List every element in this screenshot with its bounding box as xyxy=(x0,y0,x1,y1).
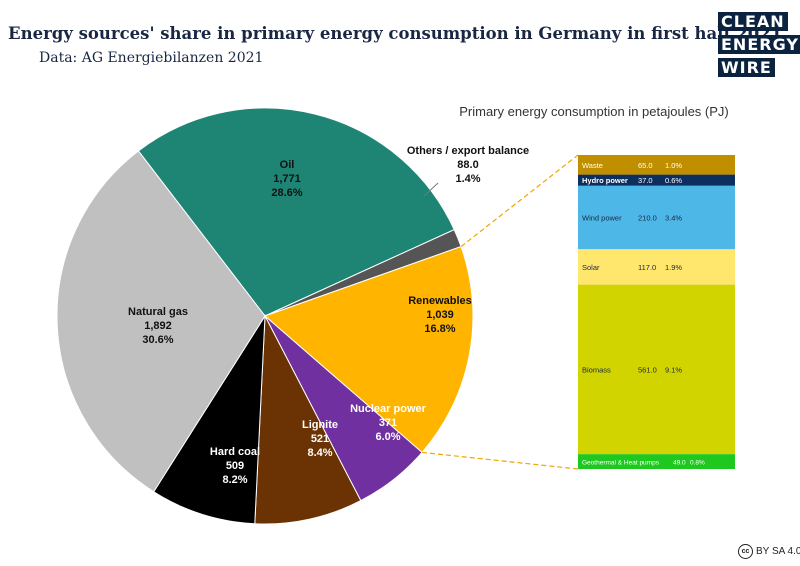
slice-value-hard-coal: 509 xyxy=(226,460,244,472)
bar-segment-waste xyxy=(578,155,735,175)
slice-label-lignite: Lignite xyxy=(302,419,338,431)
slice-pct-natural-gas: 30.6% xyxy=(142,334,173,346)
logo-line-2: ENERGY xyxy=(718,35,800,54)
bar-pct-wind: 3.4% xyxy=(665,214,682,223)
bar-value-wind: 210.0 xyxy=(638,214,657,223)
slice-label-renewables: Renewables xyxy=(408,295,472,307)
bar-segment-wind xyxy=(578,185,735,250)
bar-label-solar: Solar xyxy=(582,263,600,272)
bar-label-wind: Wind power xyxy=(582,214,622,223)
slice-value-renewables: 1,039 xyxy=(426,309,454,321)
bar-label-geothermal: Geothermal & Heat pumps xyxy=(582,460,660,467)
slice-pct-others: 1.4% xyxy=(455,173,480,185)
bar-segment-solar xyxy=(578,249,735,285)
slice-pct-nuclear: 6.0% xyxy=(375,431,400,443)
bar-value-hydro: 37.0 xyxy=(638,176,653,185)
bar-pct-hydro: 0.6% xyxy=(665,176,682,185)
chart-title: Energy sources' share in primary energy … xyxy=(8,24,788,43)
slice-value-lignite: 521 xyxy=(311,433,329,445)
slice-pct-renewables: 16.8% xyxy=(424,323,455,335)
bar-value-solar: 117.0 xyxy=(638,263,656,272)
others-leader-line xyxy=(423,182,439,197)
logo-line-1: CLEAN xyxy=(718,12,788,31)
connector-line-bottom xyxy=(421,451,579,470)
cc-icon: cc xyxy=(738,544,753,559)
bar-label-hydro: Hydro power xyxy=(582,176,628,185)
pie-slice-lignite xyxy=(254,314,362,525)
bar-segment-hydro xyxy=(578,174,735,186)
slice-pct-lignite: 8.4% xyxy=(307,447,332,459)
slice-label-natural-gas: Natural gas xyxy=(128,306,188,318)
bar-pct-biomass: 9.1% xyxy=(665,365,682,374)
bar-pct-solar: 1.9% xyxy=(665,263,682,272)
slice-value-others: 88.0 xyxy=(457,159,478,171)
bar-label-biomass: Biomass xyxy=(582,365,611,374)
slice-label-nuclear: Nuclear power xyxy=(350,403,427,415)
bar-value-waste: 65.0 xyxy=(638,161,653,170)
slice-label-oil: Oil xyxy=(280,159,295,171)
slice-value-natural-gas: 1,892 xyxy=(144,320,172,332)
slice-value-oil: 1,771 xyxy=(273,173,301,185)
bar-pct-geothermal: 0.8% xyxy=(690,460,705,467)
bar-label-waste: Waste xyxy=(582,161,603,170)
slice-label-hard-coal: Hard coal xyxy=(210,446,260,458)
bar-value-geothermal: 49.0 xyxy=(673,460,686,467)
bar-chart-title: Primary energy consumption in petajoules… xyxy=(459,104,729,119)
bar-segment-biomass xyxy=(578,284,735,455)
logo-line-3: WIRE xyxy=(718,58,775,77)
bar-segment-geothermal xyxy=(578,454,735,469)
chart-subtitle: Data: AG Energiebilanzen 2021 xyxy=(39,50,264,66)
connector-line-top xyxy=(460,154,579,248)
slice-pct-oil: 28.6% xyxy=(271,187,302,199)
bar-pct-waste: 1.0% xyxy=(665,161,682,170)
slice-label-others: Others / export balance xyxy=(407,145,529,157)
license-text: BY SA 4.0 xyxy=(756,546,800,557)
pie-slice-natural-gas xyxy=(56,150,266,493)
slice-value-nuclear: 371 xyxy=(379,417,397,429)
slice-pct-hard-coal: 8.2% xyxy=(222,474,247,486)
pie-slice-renewables xyxy=(264,245,474,454)
pie-slice-hard-coal xyxy=(153,314,266,525)
bar-value-biomass: 561.0 xyxy=(638,365,657,374)
